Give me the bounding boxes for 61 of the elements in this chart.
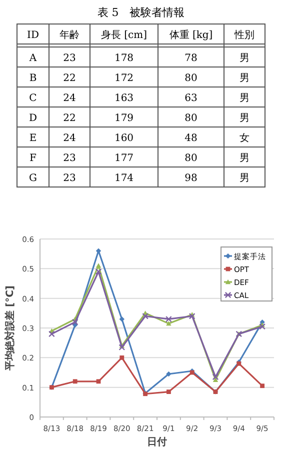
text: 男 [240, 73, 250, 84]
y-axis-title: 平均絶対誤差 [°C] [4, 286, 16, 372]
text: 女 [240, 132, 250, 144]
x-axis-title: 日付 [147, 436, 167, 448]
text: 80 [184, 113, 198, 124]
text: 男 [240, 153, 250, 164]
text: C [29, 93, 38, 104]
text: 性別 [234, 29, 254, 41]
point [118, 344, 126, 350]
text: 年齢 [60, 29, 80, 41]
text: G [29, 173, 37, 184]
point [96, 263, 102, 268]
text: 男 [240, 53, 250, 64]
point [166, 320, 172, 326]
text: 体重 [kg] [169, 29, 213, 41]
text: E [29, 133, 37, 144]
point [260, 384, 264, 388]
text: 22 [63, 113, 76, 124]
text: B [29, 73, 37, 84]
point [119, 316, 124, 322]
text: 48 [184, 133, 198, 144]
text: ID [27, 30, 39, 41]
text: 80 [184, 153, 198, 164]
point [212, 374, 219, 380]
point [72, 318, 78, 326]
text: 表 5 被験者情報 [97, 6, 185, 19]
text: 24 [63, 93, 76, 104]
text: 23 [63, 53, 76, 64]
text: 98 [184, 173, 198, 184]
point [142, 312, 148, 320]
text: 63 [184, 93, 198, 104]
text: 男 [240, 93, 250, 104]
text: 78 [184, 53, 198, 64]
text: 23 [63, 173, 76, 184]
point [166, 390, 171, 394]
text: D [28, 113, 38, 124]
point [72, 379, 78, 384]
text: A [28, 53, 38, 64]
text: 172 [114, 73, 134, 84]
text: 174 [114, 173, 134, 184]
point [120, 355, 124, 360]
text: 男 [240, 113, 250, 124]
point [96, 379, 101, 384]
text: 179 [114, 113, 134, 124]
point [48, 330, 55, 338]
text: 80 [184, 73, 198, 84]
point [188, 312, 196, 320]
text: F [30, 153, 37, 164]
text: 177 [114, 153, 134, 164]
text: 160 [114, 133, 134, 144]
text: 男 [240, 173, 250, 184]
text: 身長 [cm] [100, 29, 148, 41]
text: 163 [114, 93, 134, 104]
text: 178 [114, 53, 134, 64]
text: 23 [63, 153, 76, 164]
text: 24 [63, 133, 76, 144]
point [259, 323, 266, 330]
point [166, 371, 172, 377]
point [166, 316, 172, 322]
text: 22 [63, 73, 76, 84]
point [95, 268, 102, 275]
